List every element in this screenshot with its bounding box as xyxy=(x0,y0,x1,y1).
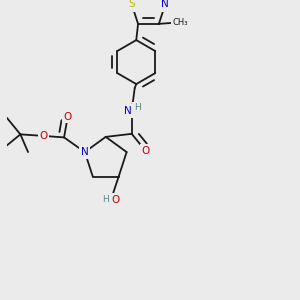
Text: N: N xyxy=(81,147,89,157)
Text: N: N xyxy=(161,0,169,9)
Text: O: O xyxy=(112,194,120,205)
Text: CH₃: CH₃ xyxy=(172,18,188,27)
Text: O: O xyxy=(64,112,72,122)
Text: S: S xyxy=(128,0,135,9)
Text: H: H xyxy=(102,195,109,204)
Text: O: O xyxy=(39,131,47,141)
Text: H: H xyxy=(134,103,141,112)
Text: N: N xyxy=(124,106,132,116)
Text: O: O xyxy=(141,146,149,156)
